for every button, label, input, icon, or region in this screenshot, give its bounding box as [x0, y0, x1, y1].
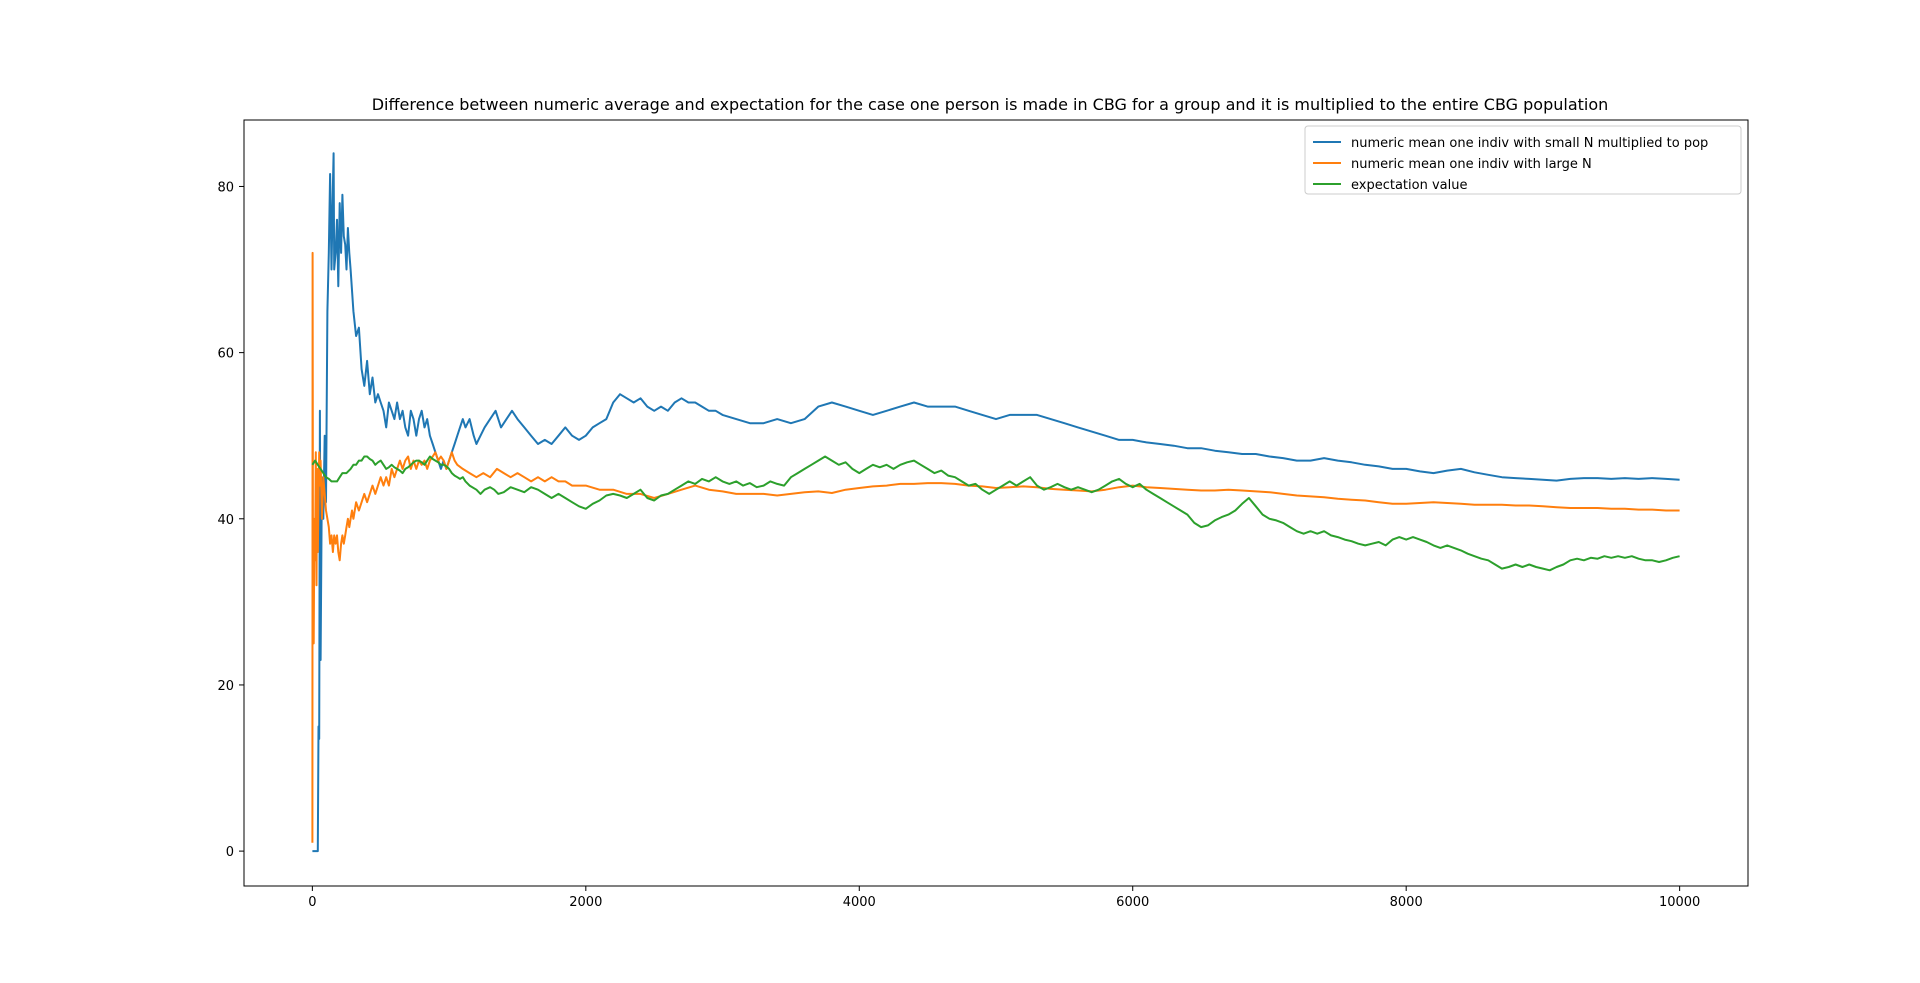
- x-tick-label: 10000: [1659, 895, 1700, 910]
- y-tick-label: 60: [217, 347, 234, 362]
- y-tick-label: 80: [217, 180, 234, 195]
- series-line-2: [311, 251, 1680, 843]
- chart-title: Difference between numeric average and e…: [372, 95, 1609, 114]
- axes-layer: 0 2000 4000 6000 8000 10000 0 20 40 60 80: [217, 119, 1749, 910]
- y-tick-label: 40: [217, 513, 234, 528]
- x-tick-label: 0: [308, 895, 316, 910]
- legend-label-3: expectation value: [1351, 178, 1467, 193]
- x-tick-label: 6000: [1116, 895, 1149, 910]
- legend-box: [1304, 125, 1742, 195]
- legend: numeric mean one indiv with small N mult…: [1304, 125, 1742, 195]
- series-line-3: [311, 455, 1680, 572]
- plot-frame: [243, 119, 1749, 887]
- series-line-1: [312, 152, 1680, 853]
- x-tick-label: 2000: [569, 895, 602, 910]
- series-layer: [311, 152, 1680, 853]
- x-tick-label: 8000: [1390, 895, 1423, 910]
- legend-label-2: numeric mean one indiv with large N: [1351, 157, 1592, 172]
- y-tick-label: 0: [226, 845, 234, 860]
- legend-label-1: numeric mean one indiv with small N mult…: [1351, 136, 1708, 151]
- x-tick-label: 4000: [843, 895, 876, 910]
- y-tick-label: 20: [217, 679, 234, 694]
